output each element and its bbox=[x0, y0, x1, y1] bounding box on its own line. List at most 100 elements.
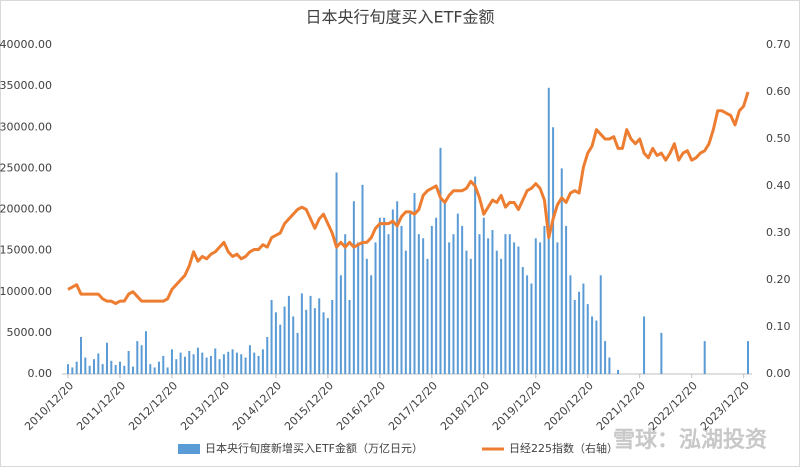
y2-tick-label: 0.00 bbox=[766, 367, 791, 380]
bar bbox=[179, 352, 182, 374]
bar bbox=[279, 324, 282, 374]
bar bbox=[214, 348, 217, 374]
bar bbox=[560, 168, 563, 374]
y-tick-label: 25000.00 bbox=[0, 161, 52, 174]
bar bbox=[244, 357, 247, 374]
bar bbox=[274, 312, 277, 374]
bar bbox=[370, 275, 373, 374]
bar bbox=[253, 352, 256, 374]
bar bbox=[240, 354, 243, 374]
bar bbox=[257, 355, 260, 374]
chart-title: 日本央行旬度买入ETF金额 bbox=[305, 8, 494, 27]
y-tick-label: 5000.00 bbox=[7, 326, 53, 339]
bar bbox=[461, 225, 464, 374]
bar bbox=[565, 225, 568, 374]
bar bbox=[287, 295, 290, 374]
bar bbox=[140, 345, 143, 374]
bar bbox=[504, 234, 507, 374]
bar bbox=[448, 242, 451, 374]
y2-tick-label: 0.40 bbox=[766, 179, 791, 192]
bar bbox=[357, 242, 360, 374]
bar bbox=[573, 299, 576, 374]
bar bbox=[218, 359, 221, 374]
bar bbox=[79, 336, 82, 374]
bar bbox=[747, 341, 749, 374]
bar bbox=[131, 366, 134, 374]
line bbox=[67, 91, 750, 305]
legend-label: 日本央行旬度新增买入ETF金额（万亿日元） bbox=[205, 441, 423, 455]
bar bbox=[404, 250, 407, 374]
bar bbox=[352, 201, 355, 374]
bar bbox=[426, 258, 429, 374]
bar bbox=[487, 238, 490, 374]
bar bbox=[114, 364, 117, 374]
bar bbox=[322, 312, 325, 374]
watermark: 雪球：泓湖投资 bbox=[613, 428, 767, 453]
bar bbox=[127, 350, 130, 374]
bar bbox=[88, 365, 91, 374]
y-tick-label: 40000.00 bbox=[0, 38, 52, 51]
bar bbox=[67, 364, 69, 374]
bar bbox=[222, 354, 225, 374]
bar bbox=[582, 283, 585, 374]
bar bbox=[409, 213, 412, 374]
bar bbox=[227, 351, 230, 374]
bar bbox=[97, 353, 100, 374]
bar bbox=[495, 250, 498, 374]
y-tick-label: 10000.00 bbox=[0, 285, 52, 298]
bar bbox=[378, 217, 381, 374]
bar bbox=[569, 275, 572, 374]
bar bbox=[391, 209, 394, 374]
bar bbox=[296, 332, 299, 374]
bar bbox=[452, 234, 455, 374]
bar bbox=[599, 275, 602, 374]
bar bbox=[443, 201, 446, 374]
y-tick-label: 35000.00 bbox=[0, 79, 52, 92]
bar bbox=[118, 361, 121, 374]
bar bbox=[361, 184, 364, 374]
y-tick-label: 0.00 bbox=[28, 367, 53, 380]
y-tick-label: 20000.00 bbox=[0, 203, 52, 216]
bar bbox=[326, 318, 329, 374]
bar bbox=[422, 238, 425, 374]
y2-tick-label: 0.70 bbox=[766, 38, 791, 51]
bar bbox=[209, 355, 212, 374]
bar bbox=[162, 355, 165, 374]
bar bbox=[413, 193, 416, 374]
bar bbox=[660, 332, 663, 374]
bar bbox=[530, 283, 533, 374]
bar bbox=[205, 357, 208, 374]
bar bbox=[235, 352, 238, 374]
bar bbox=[500, 258, 503, 374]
bar bbox=[105, 342, 108, 374]
bar bbox=[482, 217, 485, 374]
bar bbox=[309, 295, 312, 374]
bar bbox=[92, 359, 95, 374]
bar bbox=[595, 320, 598, 374]
bar bbox=[703, 341, 706, 374]
bar bbox=[435, 217, 438, 374]
bar bbox=[283, 306, 286, 374]
bar bbox=[157, 361, 160, 374]
bar bbox=[188, 350, 191, 374]
bar bbox=[313, 308, 316, 374]
bar bbox=[305, 309, 308, 374]
bar bbox=[400, 225, 403, 374]
bar bbox=[149, 364, 152, 374]
bar bbox=[192, 354, 195, 374]
legend-swatch bbox=[178, 444, 200, 454]
bar bbox=[153, 367, 156, 374]
bar bbox=[170, 349, 173, 374]
bar bbox=[266, 336, 269, 374]
bar bbox=[513, 242, 516, 374]
bar bbox=[196, 347, 199, 374]
bar bbox=[474, 176, 477, 374]
bar bbox=[75, 361, 78, 374]
bar bbox=[526, 275, 529, 374]
bar bbox=[331, 299, 334, 374]
bar bbox=[175, 359, 178, 374]
bar bbox=[578, 291, 581, 374]
bar bbox=[591, 316, 594, 374]
bar bbox=[335, 172, 338, 374]
